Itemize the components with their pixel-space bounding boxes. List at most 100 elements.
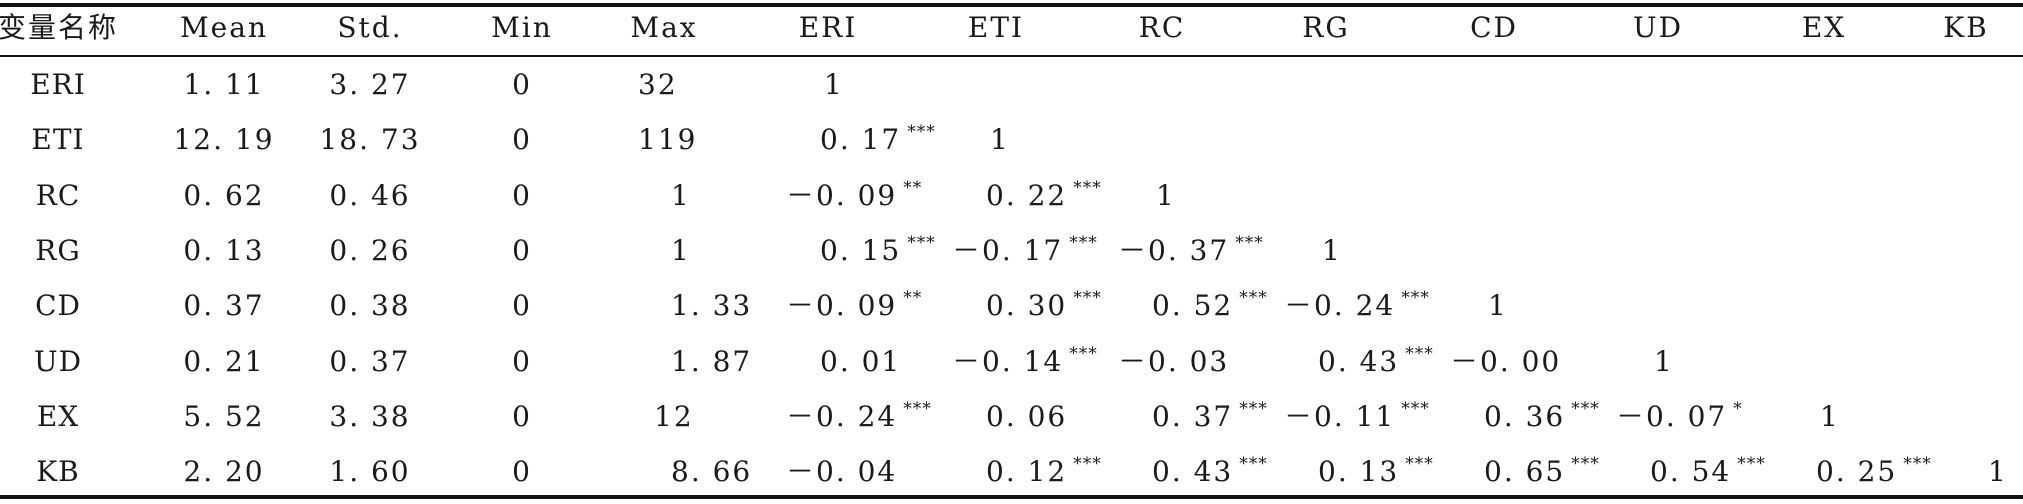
stat-cell: 0. 21 [183,344,265,378]
corr-value: －0. 07 [1616,399,1728,433]
stat-cell: 0. 13 [183,233,265,267]
header-cell: EX [1801,11,1847,44]
row-label: KB [36,455,80,489]
stat-cell: 0. 37 [329,344,411,378]
stat-cell: 0 [512,123,532,157]
significance-stars: * [1733,398,1743,419]
corr-cell: 0. 43 *** [1152,444,1268,500]
corr-cell: －0. 24 *** [1284,278,1430,334]
significance-stars: *** [903,398,932,419]
header-cell: RG [1302,11,1350,44]
significance-stars: *** [1737,454,1766,475]
header-cell: Max [630,11,698,44]
corr-value: －0. 17 [952,233,1064,267]
corr-value: 0. 30 [986,289,1068,323]
corr-cell: 0. 22 *** [986,168,1102,224]
corr-cell: 0. 12 *** [986,444,1102,500]
stat-cell: 0 [512,399,532,433]
significance-stars: *** [1405,343,1434,364]
table-bottom-rule [0,495,2023,499]
corr-cell: 0. 52 *** [1152,278,1268,334]
row-label: RG [35,233,81,267]
corr-value: 1 [1820,399,1840,433]
stat-cell: 32 [638,68,678,101]
header-cell: CD [1470,11,1518,44]
significance-stars: *** [1073,288,1102,309]
header-cell: ERI [798,11,858,44]
stat-cell: 18. 73 [319,123,421,157]
stat-cell: 0 [512,344,532,378]
corr-cell: －0. 11 *** [1284,389,1430,445]
corr-cell: －0. 14 *** [952,334,1098,390]
corr-value: 0. 01 [820,344,902,378]
corr-cell: －0. 09 ** [786,278,922,334]
significance-stars: ** [903,177,923,198]
corr-cell: 1 [1654,334,1674,390]
corr-value: 1 [1654,344,1674,378]
significance-stars: *** [1405,454,1434,475]
corr-value: 1 [1488,289,1508,323]
stat-cell: 0. 26 [329,233,411,267]
corr-value: 0. 22 [986,178,1068,212]
header-cell: Std. [337,11,403,44]
corr-cell: 0. 17 *** [820,112,936,168]
corr-value: －0. 37 [1118,233,1230,267]
corr-cell: 0. 30 *** [986,278,1102,334]
corr-cell: －0. 24 *** [786,389,932,445]
corr-cell: 1 [990,112,1010,168]
stat-cell: 1. 87 [671,344,753,378]
header-cell: ETI [967,11,1025,44]
stat-cell: 3. 27 [329,68,411,101]
corr-value: 0. 36 [1484,399,1566,433]
significance-stars: *** [1401,398,1430,419]
header-cell: RC [1138,11,1186,44]
significance-stars: *** [1073,177,1102,198]
corr-cell: －0. 07 * [1616,389,1743,445]
corr-value: 0. 06 [986,399,1068,433]
significance-stars: *** [1069,343,1098,364]
corr-cell: 1 [1488,278,1508,334]
corr-cell: 0. 54 *** [1650,444,1766,500]
corr-value: －0. 14 [952,344,1064,378]
corr-cell: 1 [1156,168,1176,224]
corr-value: 0. 52 [1152,289,1234,323]
corr-cell: 0. 15 *** [820,223,936,279]
stat-cell: 8. 66 [671,455,753,489]
row-label: ERI [30,68,86,101]
corr-cell: 1 [1322,223,1342,279]
significance-stars: *** [907,232,936,253]
header-cell: UD [1632,11,1684,44]
corr-cell: 0. 43 *** [1318,334,1434,390]
corr-value: 0. 54 [1650,455,1732,489]
corr-value: 1 [1156,178,1176,212]
stat-cell: 0. 38 [329,289,411,323]
significance-stars: *** [907,122,936,143]
stat-cell: 1. 11 [183,68,265,101]
significance-stars: *** [1235,232,1264,253]
corr-cell: 0. 65 *** [1484,444,1600,500]
stat-cell: 1. 60 [329,455,411,489]
corr-value: －0. 09 [786,289,898,323]
corr-value: 1 [1988,455,2008,489]
corr-value: －0. 00 [1450,344,1562,378]
significance-stars: *** [1571,454,1600,475]
corr-value: 0. 12 [986,455,1068,489]
corr-cell: －0. 09 ** [786,168,922,224]
row-label: UD [33,344,83,378]
significance-stars: *** [1401,288,1430,309]
stat-cell: 0. 46 [329,178,411,212]
corr-value: 0. 17 [820,123,902,157]
corr-value: 0. 15 [820,233,902,267]
corr-cell: 0. 13 *** [1318,444,1434,500]
corr-value: 0. 65 [1484,455,1566,489]
corr-value: －0. 03 [1118,344,1230,378]
stat-cell: 12 [654,399,694,433]
corr-cell: 1 [824,57,844,113]
corr-value: －0. 24 [786,399,898,433]
row-label: EX [36,399,80,433]
header-cell: KB [1943,11,1989,44]
corr-cell: 1 [1988,444,2008,500]
corr-cell: 0. 25 *** [1816,444,1932,500]
corr-cell: 0. 06 [986,389,1067,445]
significance-stars: *** [1073,454,1102,475]
